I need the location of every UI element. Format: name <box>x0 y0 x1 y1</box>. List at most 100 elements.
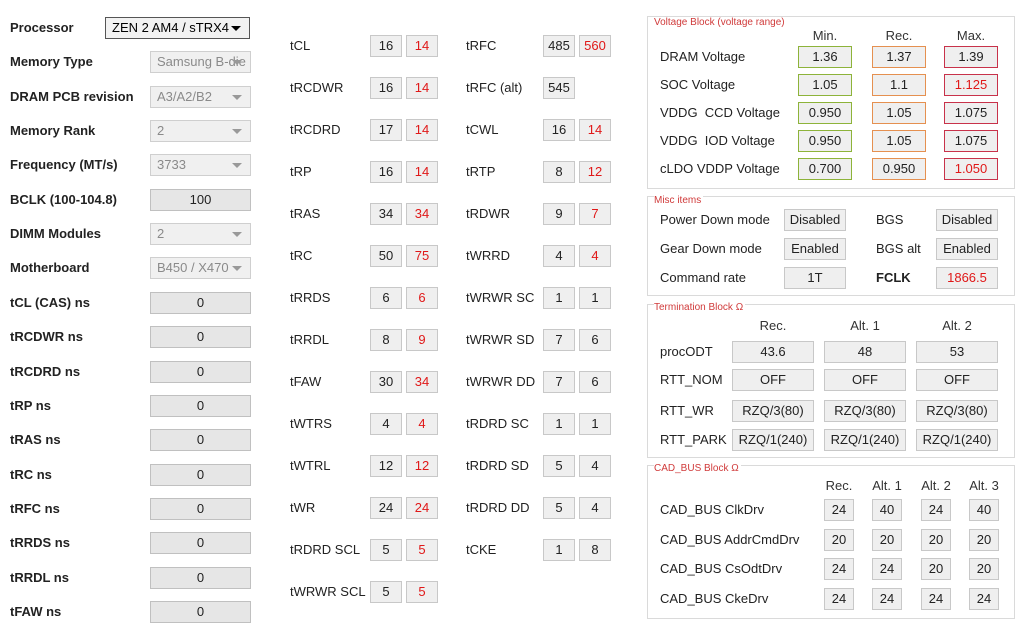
timing-value[interactable]: 8 <box>543 161 575 183</box>
misc-value[interactable]: Enabled <box>936 238 998 260</box>
timing-value[interactable]: 34 <box>406 371 438 393</box>
cadbus-value[interactable]: 20 <box>969 558 999 580</box>
text-input[interactable]: 0 <box>150 532 251 555</box>
timing-value[interactable]: 5 <box>370 581 402 603</box>
termination-value[interactable]: OFF <box>916 369 998 391</box>
timing-value[interactable]: 24 <box>370 497 402 519</box>
cadbus-value[interactable]: 24 <box>872 587 902 610</box>
timing-value[interactable]: 8 <box>579 539 611 561</box>
timing-value[interactable]: 16 <box>543 119 575 141</box>
timing-value[interactable]: 34 <box>406 203 438 225</box>
cadbus-value[interactable]: 24 <box>824 558 854 580</box>
voltage-value[interactable]: 1.075 <box>944 130 998 152</box>
misc-value[interactable]: 1T <box>784 267 846 289</box>
timing-value[interactable]: 1 <box>543 413 575 435</box>
misc-value[interactable]: Enabled <box>784 238 846 260</box>
dropdown[interactable]: ZEN 2 AM4 / sTRX4 <box>105 17 250 39</box>
timing-value[interactable]: 9 <box>406 329 438 351</box>
cadbus-value[interactable]: 24 <box>921 587 951 610</box>
termination-value[interactable]: RZQ/3(80) <box>732 400 814 422</box>
voltage-value[interactable]: 1.1 <box>872 74 926 96</box>
text-input[interactable]: 0 <box>150 566 251 589</box>
timing-value[interactable]: 4 <box>579 245 611 267</box>
text-input[interactable]: 0 <box>150 463 251 486</box>
text-input[interactable]: 0 <box>150 394 251 417</box>
timing-value[interactable]: 545 <box>543 77 575 99</box>
timing-value[interactable]: 17 <box>370 119 402 141</box>
cadbus-value[interactable]: 20 <box>824 528 854 551</box>
cadbus-value[interactable]: 40 <box>969 499 999 521</box>
cadbus-value[interactable]: 20 <box>921 528 951 551</box>
cadbus-value[interactable]: 40 <box>872 499 902 521</box>
timing-value[interactable]: 30 <box>370 371 402 393</box>
termination-value[interactable]: RZQ/1(240) <box>732 429 814 451</box>
cadbus-value[interactable]: 20 <box>872 528 902 551</box>
voltage-value[interactable]: 1.39 <box>944 46 998 68</box>
termination-value[interactable]: OFF <box>732 369 814 391</box>
termination-value[interactable]: 43.6 <box>732 341 814 363</box>
timing-value[interactable]: 7 <box>579 203 611 225</box>
timing-value[interactable]: 4 <box>543 245 575 267</box>
timing-value[interactable]: 5 <box>406 539 438 561</box>
cadbus-value[interactable]: 24 <box>824 587 854 610</box>
timing-value[interactable]: 4 <box>579 497 611 519</box>
timing-value[interactable]: 14 <box>406 119 438 141</box>
termination-value[interactable]: RZQ/1(240) <box>824 429 906 451</box>
misc-value[interactable]: 1866.5 <box>936 267 998 289</box>
voltage-value[interactable]: 0.950 <box>798 130 852 152</box>
timing-value[interactable]: 34 <box>370 203 402 225</box>
termination-value[interactable]: 53 <box>916 341 998 363</box>
timing-value[interactable]: 8 <box>370 329 402 351</box>
voltage-value[interactable]: 0.700 <box>798 158 852 180</box>
timing-value[interactable]: 16 <box>370 161 402 183</box>
timing-value[interactable]: 14 <box>406 77 438 99</box>
cadbus-value[interactable]: 24 <box>969 587 999 610</box>
timing-value[interactable]: 12 <box>370 455 402 477</box>
timing-value[interactable]: 4 <box>406 413 438 435</box>
cadbus-value[interactable]: 24 <box>872 558 902 580</box>
timing-value[interactable]: 6 <box>579 329 611 351</box>
voltage-value[interactable]: 1.075 <box>944 102 998 124</box>
voltage-value[interactable]: 1.05 <box>798 74 852 96</box>
voltage-value[interactable]: 0.950 <box>798 102 852 124</box>
termination-value[interactable]: OFF <box>824 369 906 391</box>
voltage-value[interactable]: 1.05 <box>872 102 926 124</box>
termination-value[interactable]: RZQ/3(80) <box>916 400 998 422</box>
text-input[interactable]: 0 <box>150 360 251 383</box>
timing-value[interactable]: 24 <box>406 497 438 519</box>
timing-value[interactable]: 560 <box>579 35 611 57</box>
text-input[interactable]: 0 <box>150 326 251 349</box>
text-input[interactable]: 0 <box>150 291 251 314</box>
timing-value[interactable]: 7 <box>543 329 575 351</box>
text-input[interactable]: 100 <box>150 188 251 211</box>
voltage-value[interactable]: 0.950 <box>872 158 926 180</box>
timing-value[interactable]: 4 <box>579 455 611 477</box>
timing-value[interactable]: 14 <box>406 35 438 57</box>
misc-value[interactable]: Disabled <box>936 209 998 231</box>
voltage-value[interactable]: 1.36 <box>798 46 852 68</box>
timing-value[interactable]: 5 <box>370 539 402 561</box>
timing-value[interactable]: 485 <box>543 35 575 57</box>
timing-value[interactable]: 7 <box>543 371 575 393</box>
cadbus-value[interactable]: 20 <box>969 528 999 551</box>
timing-value[interactable]: 75 <box>406 245 438 267</box>
voltage-value[interactable]: 1.125 <box>944 74 998 96</box>
cadbus-value[interactable]: 20 <box>921 558 951 580</box>
cadbus-value[interactable]: 24 <box>824 499 854 521</box>
termination-value[interactable]: 48 <box>824 341 906 363</box>
voltage-value[interactable]: 1.05 <box>872 130 926 152</box>
timing-value[interactable]: 6 <box>406 287 438 309</box>
timing-value[interactable]: 4 <box>370 413 402 435</box>
text-input[interactable]: 0 <box>150 497 251 520</box>
timing-value[interactable]: 16 <box>370 35 402 57</box>
timing-value[interactable]: 12 <box>406 455 438 477</box>
timing-value[interactable]: 1 <box>579 413 611 435</box>
timing-value[interactable]: 5 <box>543 497 575 519</box>
voltage-value[interactable]: 1.050 <box>944 158 998 180</box>
voltage-value[interactable]: 1.37 <box>872 46 926 68</box>
timing-value[interactable]: 6 <box>579 371 611 393</box>
timing-value[interactable]: 12 <box>579 161 611 183</box>
timing-value[interactable]: 1 <box>579 287 611 309</box>
termination-value[interactable]: RZQ/3(80) <box>824 400 906 422</box>
timing-value[interactable]: 9 <box>543 203 575 225</box>
